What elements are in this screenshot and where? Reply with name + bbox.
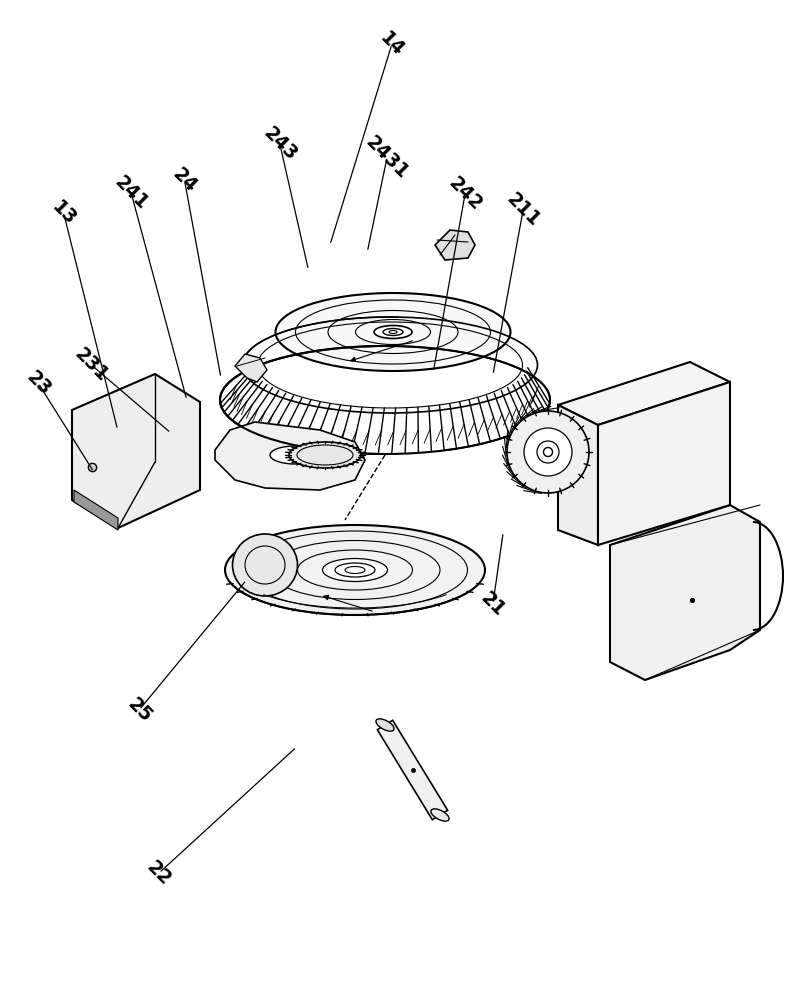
- Ellipse shape: [524, 428, 572, 476]
- Text: 2431: 2431: [362, 132, 413, 182]
- Ellipse shape: [431, 809, 449, 821]
- Ellipse shape: [537, 441, 559, 463]
- Ellipse shape: [345, 566, 365, 574]
- Text: 21: 21: [477, 588, 509, 620]
- Ellipse shape: [389, 330, 397, 334]
- Text: 241: 241: [111, 173, 152, 213]
- Ellipse shape: [270, 446, 320, 464]
- Polygon shape: [610, 505, 760, 680]
- Text: 242: 242: [444, 173, 486, 215]
- Text: 14: 14: [376, 28, 408, 60]
- Ellipse shape: [232, 534, 297, 596]
- Ellipse shape: [374, 326, 412, 338]
- Polygon shape: [558, 405, 598, 545]
- Polygon shape: [435, 230, 475, 260]
- Text: 13: 13: [48, 197, 80, 229]
- Ellipse shape: [335, 563, 375, 577]
- Ellipse shape: [376, 719, 394, 731]
- Ellipse shape: [383, 328, 403, 336]
- Polygon shape: [215, 422, 365, 490]
- Ellipse shape: [289, 442, 361, 468]
- Text: 211: 211: [502, 190, 544, 230]
- Polygon shape: [72, 374, 200, 528]
- Ellipse shape: [544, 448, 553, 456]
- Polygon shape: [558, 362, 730, 425]
- Polygon shape: [235, 354, 267, 382]
- Text: 24: 24: [169, 164, 200, 196]
- Polygon shape: [598, 382, 730, 545]
- Text: 25: 25: [123, 694, 155, 726]
- Ellipse shape: [507, 411, 589, 493]
- Ellipse shape: [323, 558, 387, 582]
- Text: 243: 243: [259, 123, 301, 165]
- Ellipse shape: [225, 525, 485, 615]
- Text: 231: 231: [71, 344, 112, 386]
- Polygon shape: [74, 490, 118, 530]
- Polygon shape: [378, 720, 448, 820]
- Ellipse shape: [276, 293, 510, 371]
- Text: 22: 22: [143, 857, 175, 889]
- Text: 23: 23: [22, 367, 54, 399]
